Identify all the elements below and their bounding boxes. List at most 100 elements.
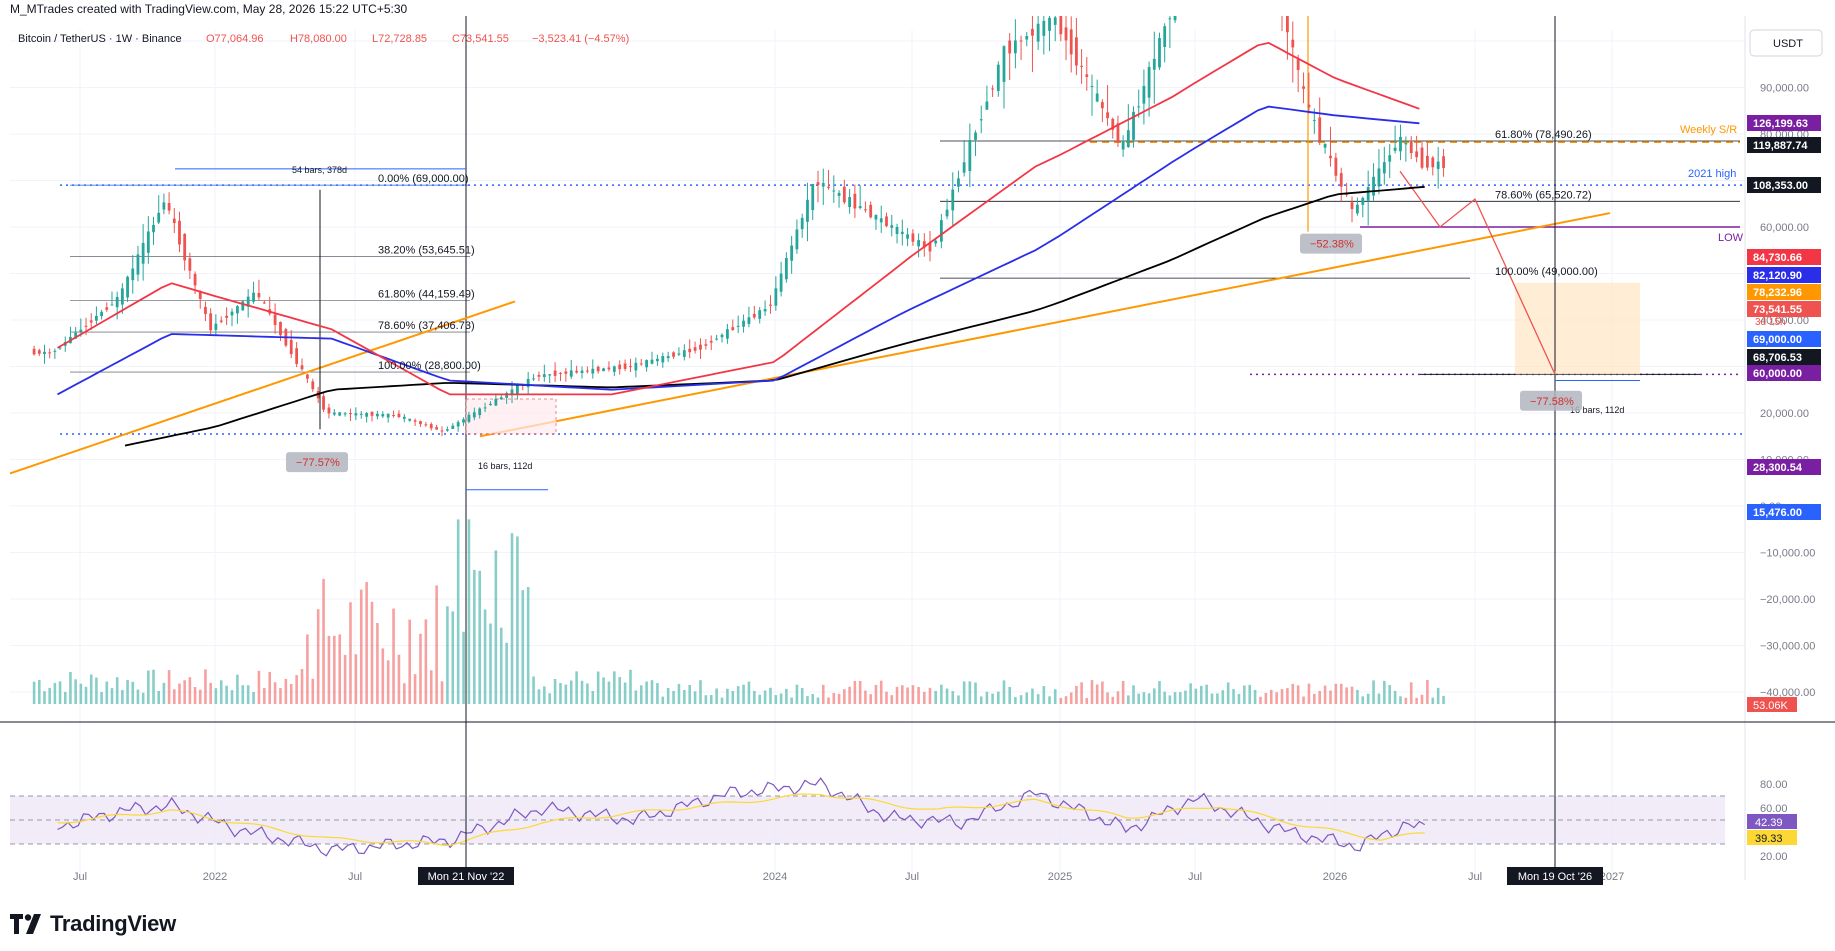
- candle-body: [100, 311, 103, 317]
- candle-body: [349, 413, 352, 415]
- volume-bar: [736, 686, 740, 704]
- volume-bar: [257, 670, 261, 704]
- candle-body: [419, 421, 422, 425]
- volume-bar: [1313, 693, 1316, 704]
- y-tick-label: −10,000.00: [1760, 548, 1815, 560]
- volume-bar: [1426, 680, 1429, 704]
- y-tick-label: 90,000.00: [1760, 83, 1809, 95]
- candle-body: [126, 276, 129, 298]
- chart-canvas[interactable]: 0.00% (69,000.00) 38.20% (53,645.51) 61.80…: [0, 16, 1835, 912]
- volume-bar: [343, 654, 347, 704]
- candle-body: [172, 218, 176, 224]
- volume-bar: [53, 682, 57, 704]
- volume-bar: [548, 693, 552, 704]
- candle-body: [162, 202, 166, 210]
- fib-2021-label: 61.80% (44,159.49): [378, 289, 475, 301]
- volume-bar: [991, 693, 994, 704]
- volume-bar: [483, 609, 487, 704]
- price-badge-label: 82,120.90: [1753, 270, 1802, 282]
- candle-body: [890, 225, 894, 228]
- ma-50-line: [57, 41, 1420, 396]
- candle-body: [906, 234, 909, 239]
- y-tick-label: −20,000.00: [1760, 594, 1815, 606]
- volume-bar: [1442, 695, 1445, 704]
- candle-body: [1163, 26, 1167, 47]
- volume-bar: [376, 623, 379, 704]
- volume-bar: [370, 601, 374, 704]
- volume-bar: [1216, 693, 1219, 704]
- currency-button[interactable]: [1749, 29, 1823, 57]
- volume-bar: [607, 681, 611, 704]
- candle-body: [392, 415, 395, 417]
- volume-bar: [1173, 692, 1177, 704]
- candle-body: [246, 296, 250, 307]
- volume-bar: [1237, 693, 1241, 704]
- candle-body: [193, 273, 197, 286]
- candle-body: [816, 182, 820, 185]
- candle-body: [354, 413, 358, 416]
- volume-bar: [152, 669, 155, 704]
- tradingview-logo[interactable]: TradingView: [10, 911, 176, 936]
- currency-label: USDT: [1773, 38, 1803, 50]
- volume-bar: [440, 681, 444, 704]
- volume-bar: [874, 684, 878, 704]
- candle-body: [731, 327, 735, 331]
- volume-bar: [1393, 690, 1397, 704]
- volume-bar: [121, 690, 124, 704]
- candle-body: [974, 132, 977, 140]
- candle-body: [1302, 86, 1305, 89]
- candle-body: [672, 352, 675, 357]
- candle-body: [1075, 37, 1078, 66]
- fib-2021-label: 100.00% (28,800.00): [378, 360, 481, 372]
- volume-bar: [505, 642, 508, 704]
- volume-bar: [499, 627, 503, 704]
- volume-bar: [95, 677, 98, 704]
- price-badge: [1747, 349, 1821, 365]
- volume-bar: [381, 648, 385, 704]
- volume-bar: [167, 670, 171, 704]
- volume-bar: [1210, 693, 1214, 704]
- volume-bar: [731, 690, 735, 704]
- volume-bar: [922, 691, 926, 704]
- candle-body: [742, 320, 745, 327]
- volume-bar: [1431, 697, 1435, 704]
- volume-bar: [225, 685, 228, 704]
- candle-body: [74, 332, 78, 339]
- bottom-box: [465, 398, 557, 435]
- candle-body: [343, 413, 347, 415]
- candle-body: [209, 313, 213, 331]
- candle-body: [774, 288, 778, 306]
- candle-body: [84, 325, 88, 327]
- candle-body: [911, 233, 915, 242]
- candle-body: [1064, 27, 1068, 41]
- candle-body: [991, 88, 995, 90]
- volume-bar: [300, 669, 304, 704]
- x-tick-label: Jul: [1188, 871, 1202, 883]
- volume-bar: [473, 569, 476, 704]
- volume-bar: [543, 686, 546, 704]
- volume-bar: [110, 688, 114, 704]
- weekly-sr-label: Weekly S/R: [1680, 124, 1737, 136]
- candle-body: [580, 370, 584, 374]
- candle-body: [472, 412, 476, 418]
- candle-body: [827, 186, 830, 188]
- volume-bar: [1116, 691, 1120, 704]
- candle-body: [327, 407, 331, 414]
- candle-body: [478, 408, 482, 416]
- volume-bar: [48, 687, 51, 704]
- candle-body: [858, 206, 862, 209]
- volume-bar: [456, 519, 460, 704]
- candle-body: [853, 193, 857, 209]
- candle-body: [1116, 123, 1120, 143]
- volume-bar: [858, 680, 862, 704]
- volume-bar: [392, 608, 395, 704]
- drop-badge: [1300, 233, 1362, 254]
- volume-bar: [327, 635, 331, 704]
- volume-bar: [853, 680, 857, 704]
- volume-bar: [763, 690, 767, 704]
- volume-bar: [219, 680, 223, 704]
- volume-bar: [1291, 683, 1295, 704]
- candle-body: [1436, 161, 1440, 169]
- candle-body: [1291, 39, 1295, 48]
- volume-bar: [945, 688, 949, 704]
